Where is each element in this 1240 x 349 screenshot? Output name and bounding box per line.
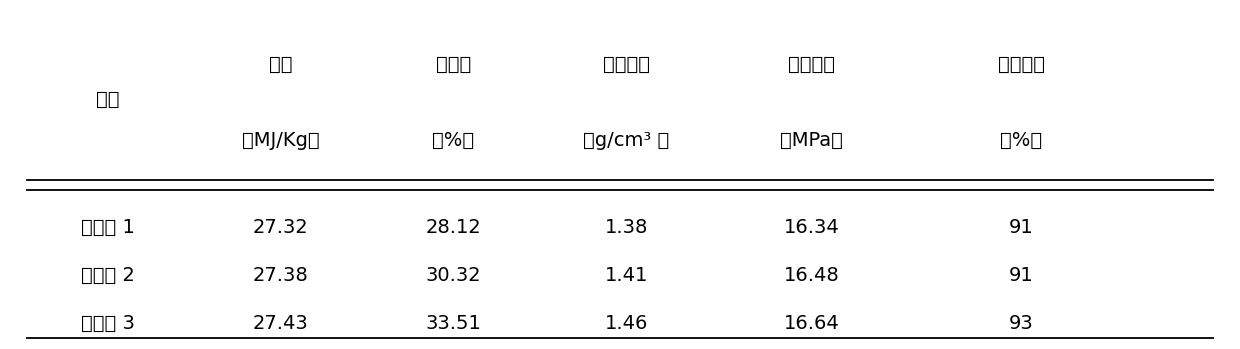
Text: 16.34: 16.34 xyxy=(784,218,839,237)
Text: 93: 93 xyxy=(1009,314,1034,333)
Text: 27.43: 27.43 xyxy=(253,314,309,333)
Text: 91: 91 xyxy=(1009,266,1034,285)
Text: 实施例 2: 实施例 2 xyxy=(81,266,135,285)
Text: （MPa）: （MPa） xyxy=(780,131,843,150)
Text: 跌落强度: 跌落强度 xyxy=(998,55,1044,74)
Text: 33.51: 33.51 xyxy=(425,314,481,333)
Text: 1.46: 1.46 xyxy=(604,314,647,333)
Text: 1.38: 1.38 xyxy=(604,218,647,237)
Text: 27.32: 27.32 xyxy=(253,218,309,237)
Text: 16.64: 16.64 xyxy=(784,314,839,333)
Text: 91: 91 xyxy=(1009,218,1034,237)
Text: 挥发分: 挥发分 xyxy=(435,55,471,74)
Text: 实施例 3: 实施例 3 xyxy=(81,314,135,333)
Text: （%）: （%） xyxy=(433,131,475,150)
Text: 28.12: 28.12 xyxy=(425,218,481,237)
Text: 27.38: 27.38 xyxy=(253,266,309,285)
Text: 样品: 样品 xyxy=(95,89,119,109)
Text: 16.48: 16.48 xyxy=(784,266,839,285)
Text: （g/cm³ ）: （g/cm³ ） xyxy=(583,131,670,150)
Text: 松弛密度: 松弛密度 xyxy=(603,55,650,74)
Text: （%）: （%） xyxy=(1001,131,1043,150)
Text: 抗压强度: 抗压强度 xyxy=(787,55,835,74)
Text: 1.41: 1.41 xyxy=(604,266,647,285)
Text: 30.32: 30.32 xyxy=(425,266,481,285)
Text: 热値: 热値 xyxy=(269,55,293,74)
Text: （MJ/Kg）: （MJ/Kg） xyxy=(242,131,320,150)
Text: 实施例 1: 实施例 1 xyxy=(81,218,135,237)
